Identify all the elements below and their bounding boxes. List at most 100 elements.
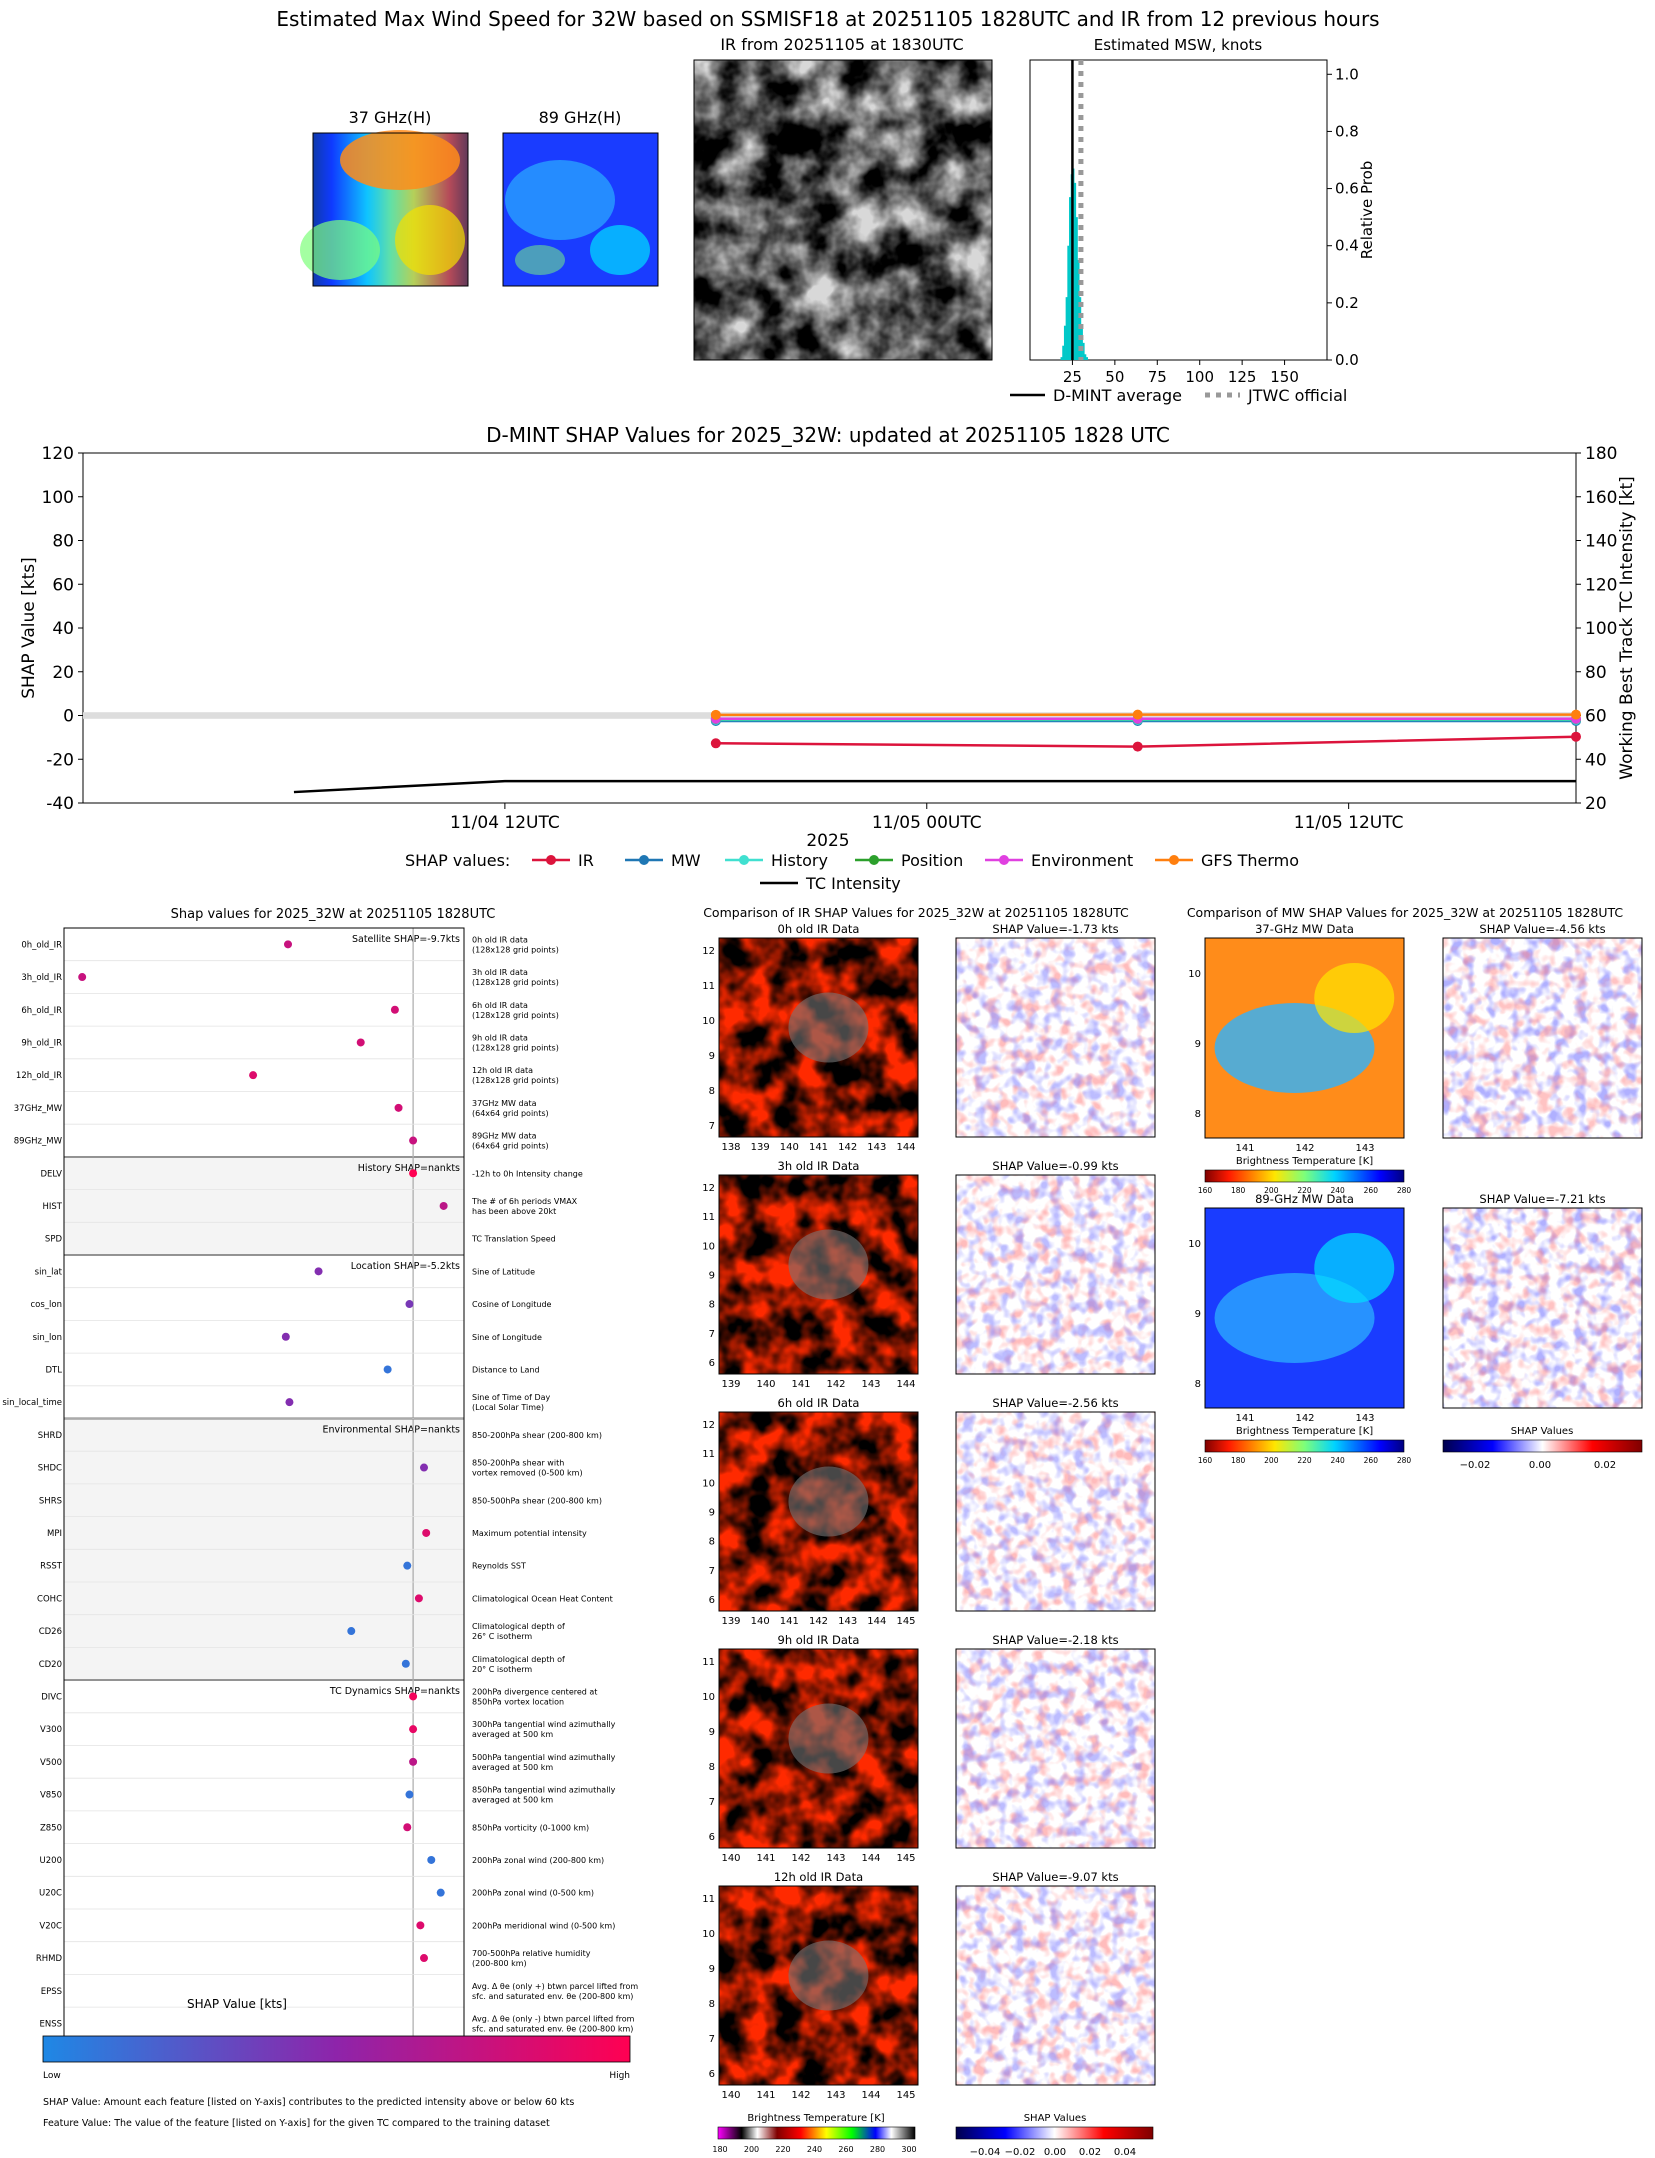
group-label: Environmental SHAP=nankts — [322, 1425, 460, 1436]
histogram-bar — [1065, 297, 1068, 360]
feature-description: Avg. Δ θe (only -) btwn parcel lifted fr… — [472, 2014, 635, 2023]
mw-bt-tick-label: 240 — [1331, 1456, 1346, 1465]
ir-bt-tick-label: 200 — [744, 2145, 759, 2154]
mw-shap-tick-label: −0.02 — [1460, 1460, 1491, 1471]
histogram-bar — [1062, 345, 1065, 360]
y2-tick-label: 80 — [1585, 663, 1607, 683]
feature-shap-point — [78, 973, 87, 982]
ghz89-image — [502, 132, 659, 287]
ir-y-tick-label: 12 — [702, 1183, 715, 1194]
ir-y-tick-label: 9 — [709, 1051, 715, 1062]
mw-panel-frame — [1204, 937, 1405, 1139]
ir-y-tick-label: 12 — [702, 946, 715, 957]
feature-shap-xlabel: SHAP Value [kts] — [187, 1997, 287, 2011]
mw-shap-frame — [1442, 937, 1643, 1139]
y-tick-label: 0.0 — [1335, 351, 1359, 369]
shap-timeseries-y2label: Working Best Track TC Intensity [kt] — [1617, 476, 1637, 780]
colorbar-high-label: High — [609, 2071, 630, 2081]
feature-name: DELV — [40, 1169, 62, 1179]
mw-bt-tick-label: 280 — [1397, 1186, 1412, 1195]
ghz37-title: 37 GHz(H) — [349, 108, 432, 127]
ir-shap-texture-blue — [956, 1412, 1155, 1611]
ir-shap-texture-blue — [956, 1886, 1155, 2085]
ir-x-tick-label: 142 — [826, 1379, 845, 1390]
ir-x-tick-label: 140 — [756, 1379, 775, 1390]
feature-shap-point — [356, 1038, 365, 1047]
feature-shap-point — [422, 1528, 431, 1537]
feature-shap-point — [403, 1561, 412, 1570]
feature-name: SHRS — [39, 1496, 62, 1506]
ir-shap-texture-blue — [956, 1649, 1155, 1848]
ir-panel-frame — [718, 937, 919, 1138]
group-label: Satellite SHAP=-9.7kts — [352, 934, 460, 945]
feature-description: 37GHz MW data — [472, 1099, 537, 1108]
ir-panel-frame — [718, 1648, 919, 1849]
feature-description: 9h old IR data — [472, 1033, 528, 1042]
ir-x-tick-label: 144 — [861, 2090, 880, 2101]
ir-x-tick-label: 144 — [896, 1379, 915, 1390]
ir-x-tick-label: 139 — [721, 1379, 740, 1390]
ir-comparison-panels: 0h old IR Data 138 139 140 141 142 143 144 7 8 9 10… — [702, 922, 1156, 2158]
ir-x-tick-label: 139 — [721, 1616, 740, 1627]
feature-name: V850 — [40, 1791, 62, 1801]
mw-panel-frame — [1204, 1207, 1405, 1409]
feature-description: 12h old IR data — [472, 1066, 533, 1075]
mw-bt-tick-label: 160 — [1198, 1186, 1213, 1195]
mw-x-tick-label: 141 — [1235, 1413, 1254, 1424]
histogram-bar — [1077, 260, 1080, 360]
y2-tick-label: 60 — [1585, 707, 1607, 727]
x-tick-label: 11/05 00UTC — [872, 813, 982, 833]
series-point — [1132, 709, 1143, 720]
ir-bt-tick-label: 300 — [901, 2145, 916, 2154]
msw-ylabel: Relative Prob — [1358, 161, 1376, 260]
ir-y-tick-label: 10 — [702, 1692, 715, 1703]
mw-panel-feature — [1314, 1233, 1395, 1303]
feature-description: 89GHz MW data — [472, 1132, 537, 1141]
mw-bt-tick-label: 260 — [1364, 1186, 1379, 1195]
ir-y-tick-label: 11 — [702, 1894, 715, 1905]
mw-shap-frame — [1442, 1207, 1643, 1409]
mw-bt-tick-label: 180 — [1231, 1456, 1246, 1465]
ir-y-tick-label: 7 — [709, 1121, 715, 1132]
ir-y-tick-label: 8 — [709, 1300, 715, 1311]
ir-bt-tick-label: 220 — [775, 2145, 790, 2154]
feature-shap-point — [409, 1725, 418, 1734]
y-tick-label: 20 — [52, 663, 74, 683]
ir-x-tick-label: 138 — [721, 1142, 740, 1153]
feature-name: 3h_old_IR — [21, 973, 62, 983]
x-tick-label: 150 — [1270, 368, 1299, 386]
feature-description: 0h old IR data — [472, 935, 528, 944]
ir-y-tick-label: 8 — [709, 1762, 715, 1773]
ir-x-tick-label: 143 — [861, 1379, 880, 1390]
feature-shap-point — [281, 1332, 290, 1341]
ir-x-tick-label: 141 — [756, 1853, 775, 1864]
mw-shap-texture-red — [1443, 1208, 1642, 1408]
mw-y-tick-label: 9 — [1195, 1039, 1201, 1050]
feature-shap-point — [401, 1659, 410, 1668]
shap-timeseries-ylabel: SHAP Value [kts] — [19, 557, 39, 699]
feature-name: V20C — [39, 1921, 62, 1931]
feature-description: 20° C isotherm — [472, 1665, 532, 1674]
ir-shap-tick-label: −0.04 — [970, 2147, 1001, 2158]
y-tick-label: 40 — [52, 619, 74, 639]
histogram-bar — [1074, 182, 1077, 360]
mw-bt-tick-label: 280 — [1397, 1456, 1412, 1465]
legend-label: Environment — [1031, 851, 1133, 870]
ghz37-image — [300, 130, 469, 287]
feature-description: 700-500hPa relative humidity — [472, 1949, 591, 1958]
histogram-bar — [1069, 197, 1072, 360]
y-tick-label: 1.0 — [1335, 65, 1359, 83]
figure-title: Estimated Max Wind Speed for 32W based o… — [276, 7, 1379, 31]
feature-description: (Local Solar Time) — [472, 1403, 544, 1412]
x-tick-label: 11/04 12UTC — [450, 813, 560, 833]
ir-x-tick-label: 140 — [721, 1853, 740, 1864]
feature-shap-point — [439, 1201, 448, 1210]
x-tick-label: 75 — [1148, 368, 1167, 386]
mw-bt-tick-label: 220 — [1297, 1186, 1312, 1195]
mw-shap-title: SHAP Value=-7.21 kts — [1479, 1192, 1605, 1206]
feature-name: SHDC — [38, 1464, 62, 1474]
ir-panel-cloud — [788, 1466, 869, 1537]
ir-panel-frame — [718, 1885, 919, 2086]
ir-panel-cloud — [788, 1703, 869, 1774]
